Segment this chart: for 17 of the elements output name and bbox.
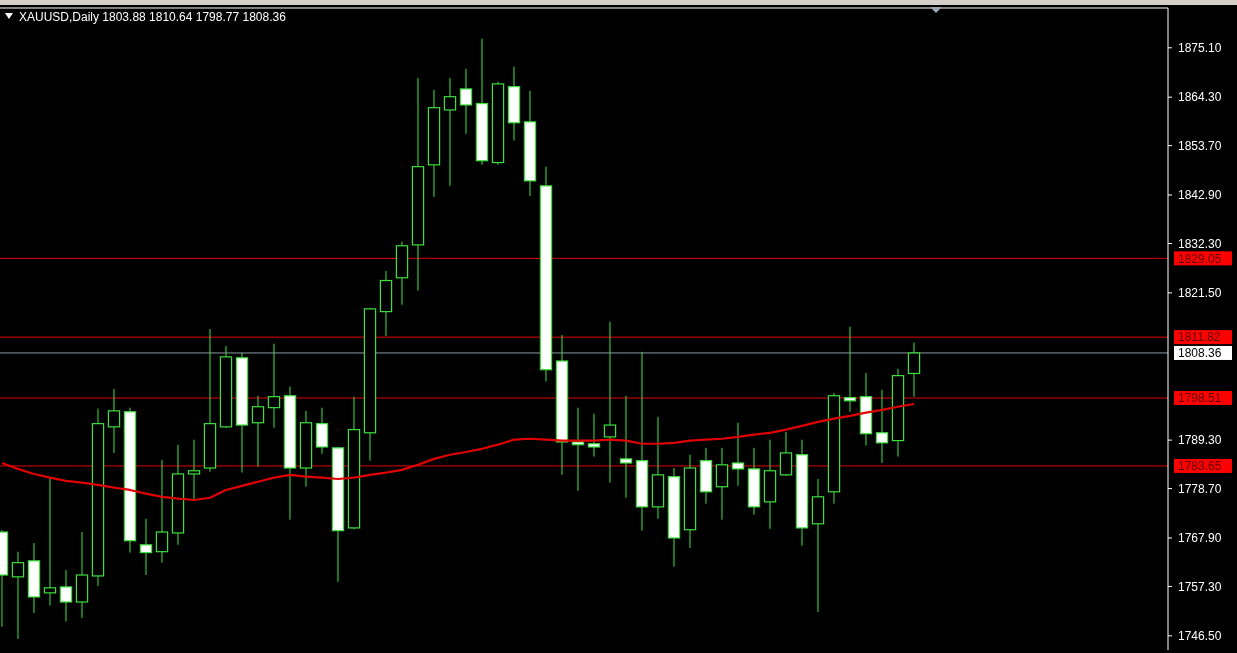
ref-line-label: 1798.51 [1178,391,1222,406]
y-tick-label: 1832.30 [1178,236,1222,251]
y-tick-label: 1767.90 [1178,531,1222,546]
y-tick-label: 1821.50 [1178,286,1222,301]
y-tick-label: 1789.30 [1178,433,1222,448]
y-tick-label: 1853.70 [1178,138,1222,153]
y-tick-label: 1864.30 [1178,90,1222,105]
ref-line-label: 1811.82 [1178,330,1221,345]
y-tick-label: 1875.10 [1178,40,1222,55]
ref-line-label: 1808.36 [1178,346,1222,361]
y-tick-label: 1842.90 [1178,188,1222,203]
y-tick-label: 1746.50 [1178,629,1222,644]
ref-line-label: 1829.05 [1178,251,1222,266]
ref-line-label: 1783.65 [1178,459,1222,474]
y-tick-label: 1778.70 [1178,481,1222,496]
chart-title: XAUUSD,Daily 1803.88 1810.64 1798.77 1808.36 [19,10,287,24]
y-tick-label: 1757.30 [1178,579,1222,594]
